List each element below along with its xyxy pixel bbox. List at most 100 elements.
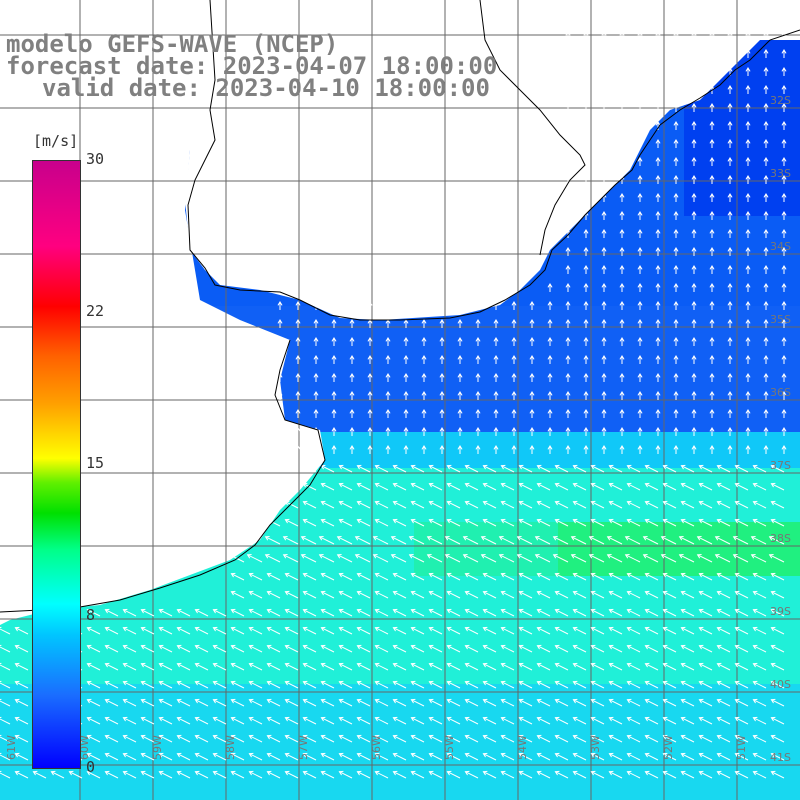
wind-arrow [248, 716, 263, 725]
field-cell [414, 576, 433, 595]
wind-arrow [601, 67, 607, 76]
field-cell [180, 576, 199, 595]
wind-arrow [637, 283, 643, 292]
field-cell [468, 432, 487, 451]
wind-arrow [338, 500, 353, 509]
wind-arrow [619, 31, 625, 40]
field-cell [792, 288, 800, 307]
field-cell [468, 558, 487, 577]
wind-arrow [655, 67, 661, 76]
wind-arrow [284, 626, 299, 635]
wind-arrow [529, 301, 535, 310]
wind-arrow [673, 283, 679, 292]
field-cell [126, 630, 145, 649]
field-cell [666, 414, 685, 433]
wind-arrow [457, 373, 463, 382]
wind-arrow [572, 464, 587, 473]
field-cell [198, 684, 217, 703]
wind-arrow [498, 535, 515, 545]
wind-arrow [745, 283, 751, 292]
field-cell [630, 792, 649, 800]
field-cell [792, 504, 800, 523]
field-cell [540, 306, 559, 325]
field-cell [756, 378, 775, 397]
field-cell [684, 774, 703, 793]
wind-arrow [500, 590, 515, 599]
wind-arrow [680, 626, 695, 635]
wind-arrow [752, 644, 767, 653]
wind-arrow [410, 752, 425, 761]
title-forecast-date: forecast date: 2023-04-07 18:00:00 [6, 52, 498, 80]
field-cell [684, 360, 703, 379]
wind-arrow [644, 698, 659, 707]
field-cell [774, 576, 793, 595]
wind-arrow [565, 157, 571, 166]
wind-arrow [583, 319, 589, 328]
wind-arrow [644, 644, 659, 653]
field-cell [738, 432, 757, 451]
field-cell [270, 738, 289, 757]
field-cell [396, 666, 415, 685]
wind-arrow [644, 572, 659, 581]
field-cell [414, 792, 433, 800]
wind-arrow [608, 752, 623, 761]
wind-arrow [583, 355, 589, 364]
field-cell [738, 378, 757, 397]
wind-arrow [392, 662, 407, 671]
wind-arrow [583, 139, 589, 148]
wind-arrow [770, 464, 785, 473]
field-cell [522, 648, 541, 667]
field-cell [774, 108, 793, 127]
wind-arrow [536, 590, 551, 599]
wind-arrow [662, 626, 677, 635]
field-cell [540, 378, 559, 397]
wind-arrow [313, 373, 319, 382]
wind-arrow [732, 553, 749, 563]
wind-arrow [212, 644, 227, 653]
wind-arrow [356, 590, 371, 599]
wind-arrow [516, 535, 533, 545]
wind-arrow [374, 716, 389, 725]
field-cell [396, 792, 415, 800]
wind-arrow [248, 608, 263, 617]
field-cell [324, 612, 343, 631]
field-cell [234, 630, 253, 649]
wind-arrow [752, 716, 767, 725]
wind-arrow [691, 265, 697, 274]
wind-arrow [464, 572, 479, 581]
wind-arrow [302, 626, 317, 635]
wind-arrow [320, 644, 335, 653]
field-cell [180, 720, 199, 739]
field-cell [702, 558, 721, 577]
field-cell [558, 594, 577, 613]
wind-arrow [565, 211, 571, 220]
wind-arrow [608, 644, 623, 653]
wind-arrow [673, 175, 679, 184]
wind-arrow [547, 373, 553, 382]
wind-arrow [248, 572, 263, 581]
wind-arrow [482, 608, 497, 617]
wind-arrow [320, 518, 335, 527]
wind-arrow [763, 319, 769, 328]
wind-arrow [408, 535, 425, 545]
wind-arrow [763, 139, 769, 148]
wind-arrow [590, 626, 605, 635]
field-cell [702, 432, 721, 451]
wind-arrow [626, 518, 641, 527]
wind-arrow [655, 193, 661, 202]
field-cell [720, 666, 739, 685]
wind-arrow [367, 409, 373, 418]
wind-arrow [691, 229, 697, 238]
wind-arrow [781, 445, 787, 454]
field-cell [306, 378, 325, 397]
wind-arrow [500, 752, 515, 761]
wind-arrow [86, 752, 101, 761]
wind-arrow [698, 698, 713, 707]
wind-arrow [691, 319, 697, 328]
field-cell [324, 720, 343, 739]
wind-arrow [230, 734, 245, 743]
wind-arrow [122, 644, 137, 653]
wind-arrow [709, 373, 715, 382]
wind-arrow [752, 590, 767, 599]
field-cell [72, 792, 91, 800]
